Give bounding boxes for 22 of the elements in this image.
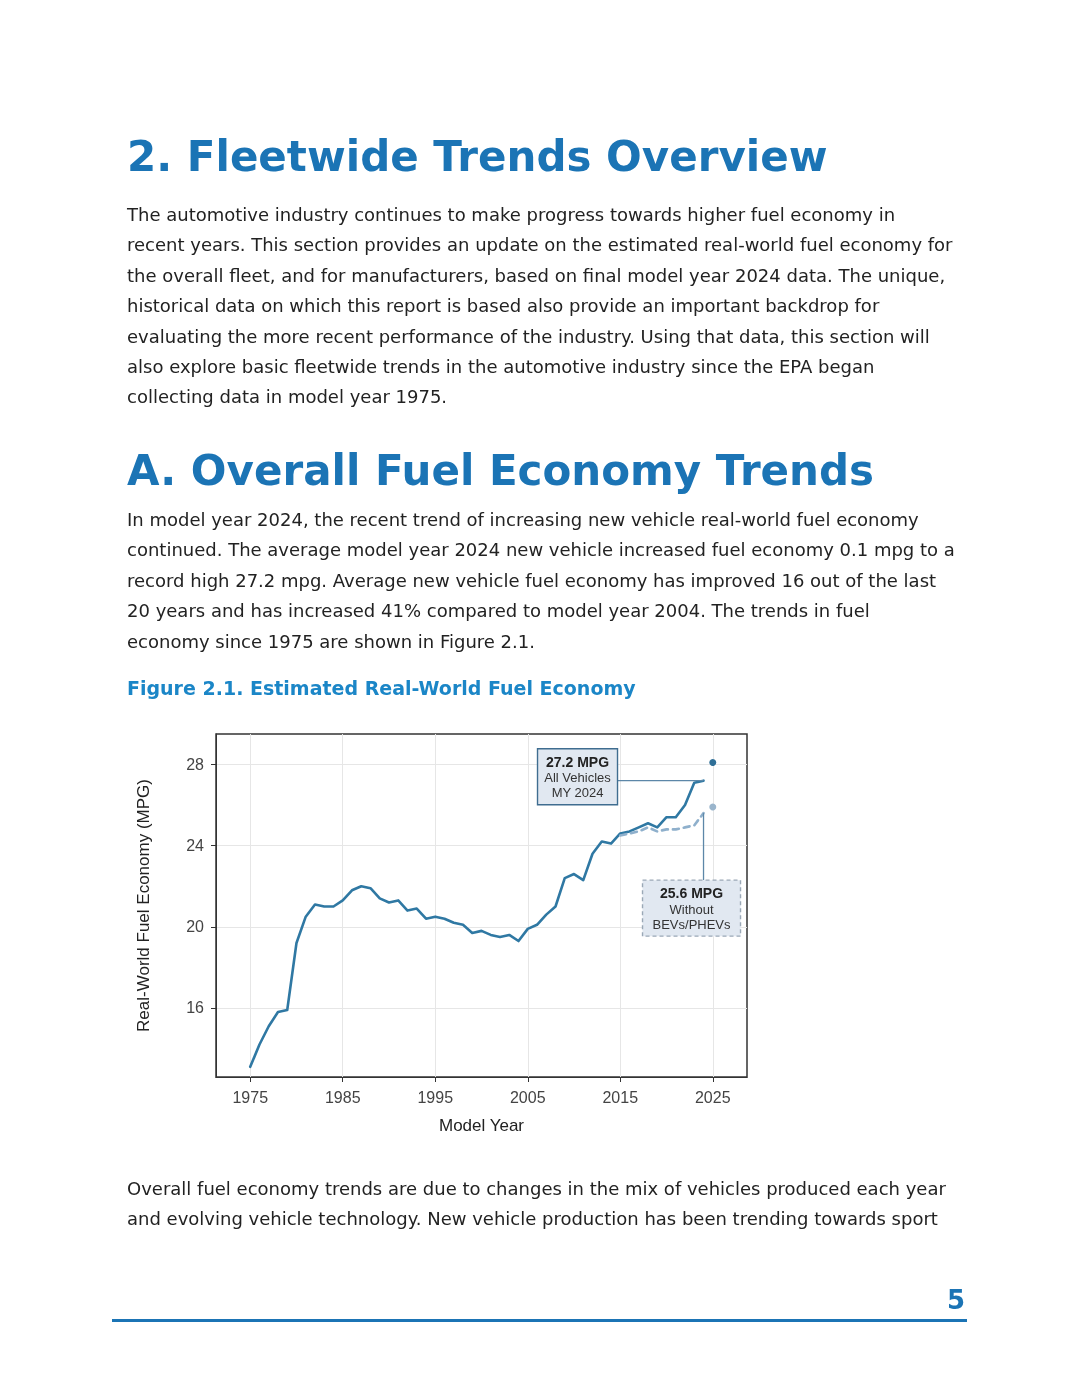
y-tick-label: 16 — [186, 999, 205, 1017]
text: A. Overall Fuel Economy Trends — [127, 446, 876, 495]
y-tick-label: 28 — [186, 755, 205, 773]
annotation: 25.6 MPG Without BEVs/PHEVs — [652, 885, 732, 932]
text: In model year 2024, the recent trend of increasing new vehicle real-world fuel economy continued. The average model year 2024 new vehicle increased fuel economy 0.1 mpg to a record high 27.2 mpg. Average new vehicle fuel economy has improved 16 out of the last 20 years and has increased 41% compared to model year 2004. The trends in fuel economy since 1975 are shown in Figure 2.1. — [127, 508, 956, 654]
x-tick-label: 1995 — [417, 1088, 454, 1106]
text: 2. Fleetwide Trends Overview — [127, 132, 829, 181]
text: Overall fuel economy trends are due to changes in the mix of vehicles produced each year and evolving vehicle technology. New vehicle production has been trending towards sport — [127, 1177, 947, 1232]
x-tick-label: 1985 — [324, 1088, 361, 1106]
y-tick-label: 24 — [186, 837, 205, 855]
x-axis-title: Model Year — [438, 1116, 525, 1135]
x-tick-label: 2005 — [509, 1088, 546, 1106]
y-tick-label: 20 — [186, 918, 205, 936]
x-tick-label: 2015 — [602, 1088, 639, 1106]
x-tick-label: 1975 — [232, 1088, 269, 1106]
chart-title: Figure 2.1. Estimated Real-World Fuel Economy — [127, 677, 637, 699]
line-series — [618, 811, 705, 837]
text: 5 — [946, 1285, 965, 1315]
x-tick-label: 2025 — [694, 1088, 731, 1106]
y-axis-title: Real-World Fuel Economy (MPG) — [134, 779, 153, 1032]
annotation: 27.2 MPG All Vehicles MY 2024 — [544, 753, 612, 801]
text: The automotive industry continues to make progress towards higher fuel economy in recent years. This section provides an update on the estimated real-world fuel economy for the overall fleet, and for manufacturers, based on final model year 2024 data. The unique, historical data on which this report is based also provide an important backdrop for evaluating the more recent performance of the industry. Using that data, this section will also explore basic fleetwide trends in the automotive industry since the EPA began collecting data in model year 1975. — [127, 203, 954, 410]
